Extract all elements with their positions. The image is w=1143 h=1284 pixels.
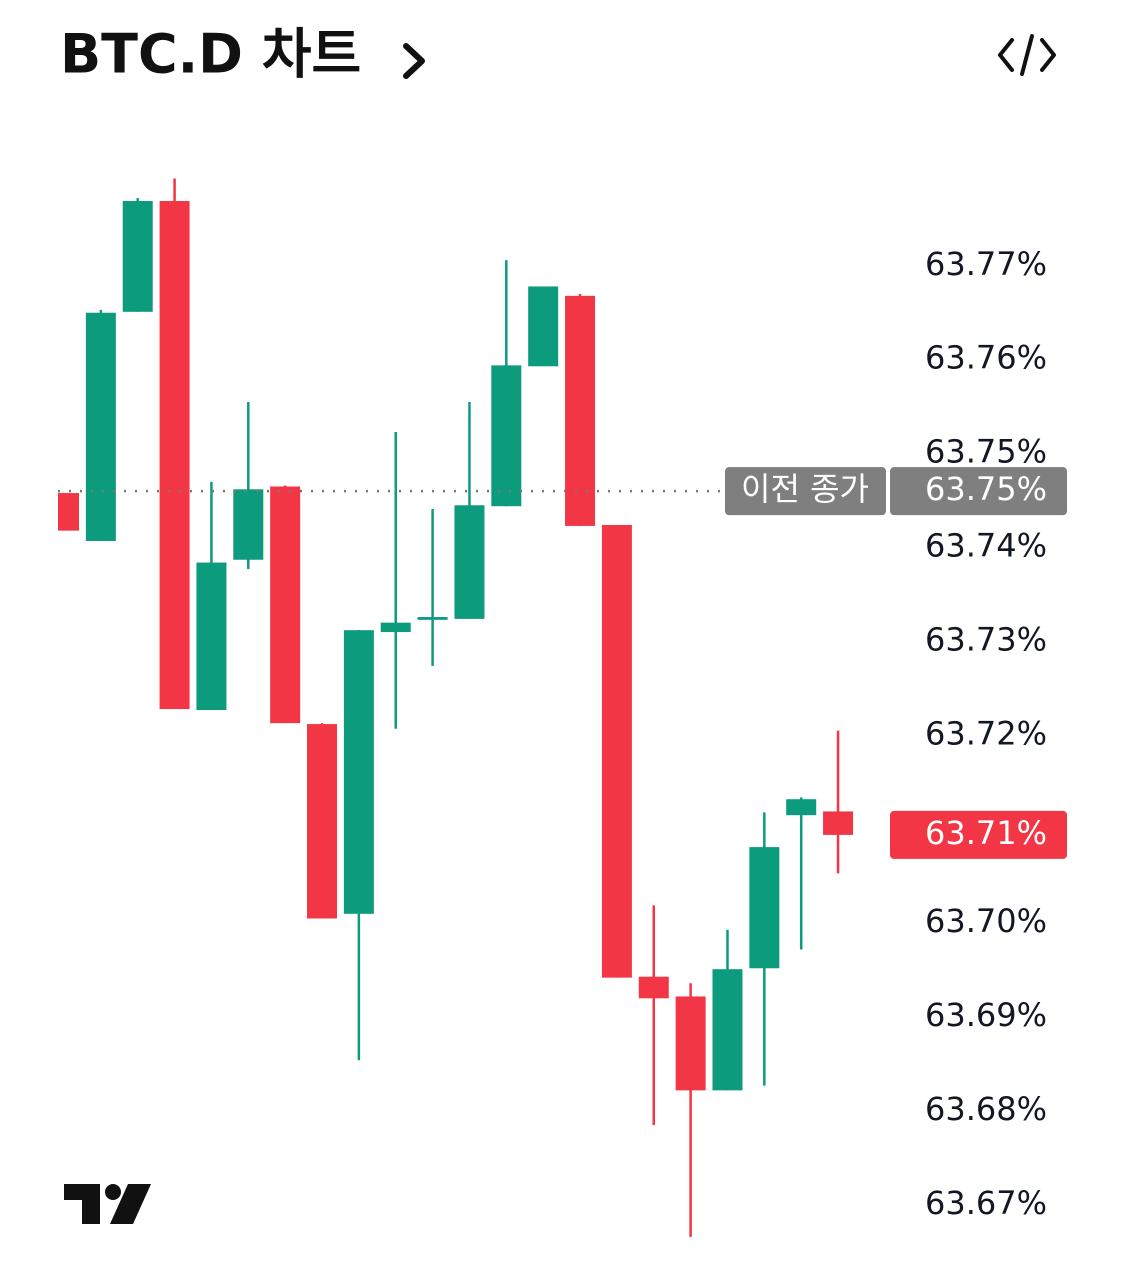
y-tick-label: 63.73% <box>925 620 1047 658</box>
candle-body <box>122 200 153 312</box>
last-price-label: 63.71% <box>925 814 1047 852</box>
candle-body <box>85 312 116 541</box>
y-tick-label: 63.75% <box>925 433 1047 471</box>
candle-body <box>270 486 301 724</box>
candle-body <box>491 365 522 507</box>
previous-close-value: 63.75% <box>925 470 1047 508</box>
previous-close-name: 이전 종가 <box>741 470 869 508</box>
candle-body <box>58 493 79 531</box>
candle-body <box>159 200 190 710</box>
embed-icon[interactable] <box>998 34 1056 76</box>
candle-body <box>749 847 780 969</box>
y-tick-label: 63.76% <box>925 339 1047 377</box>
chevron-icon[interactable] <box>403 43 425 79</box>
previous-close-name-box <box>725 467 886 516</box>
candle-body <box>343 630 374 914</box>
y-tick-label: 63.70% <box>925 902 1047 940</box>
y-tick-label: 63.67% <box>925 1184 1047 1222</box>
y-tick-label: 63.68% <box>925 1090 1047 1128</box>
y-tick-label: 63.69% <box>925 996 1047 1034</box>
candle-body <box>380 622 411 633</box>
candle-body <box>417 617 448 620</box>
candle-body <box>233 489 264 560</box>
candle-body <box>786 799 817 816</box>
candle-body <box>565 295 596 526</box>
chart-title[interactable]: BTC.D 차트 <box>60 23 361 86</box>
candle-body <box>454 505 485 619</box>
candle-body <box>823 811 854 835</box>
candle-body <box>307 724 338 919</box>
tradingview-logo <box>64 1184 151 1224</box>
candle-body <box>638 976 669 999</box>
candle-body <box>528 286 559 367</box>
y-tick-label: 63.74% <box>925 527 1047 565</box>
candle-body <box>196 562 227 710</box>
candle-body <box>601 524 632 978</box>
y-tick-label: 63.77% <box>925 245 1047 283</box>
last-price-box <box>890 810 1067 859</box>
y-tick-label: 63.72% <box>925 714 1047 752</box>
candle-body <box>675 996 706 1091</box>
previous-close-value-box <box>890 467 1067 516</box>
candle-body <box>712 969 743 1091</box>
